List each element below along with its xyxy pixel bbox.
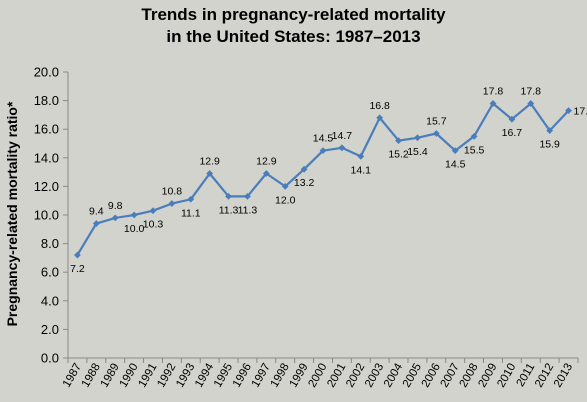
x-tick-label: 1993 bbox=[174, 362, 197, 390]
data-point bbox=[451, 147, 459, 155]
x-tick-label: 2000 bbox=[306, 362, 329, 390]
data-point bbox=[300, 165, 308, 173]
x-tick-label: 1996 bbox=[231, 362, 254, 390]
data-point bbox=[508, 115, 516, 123]
x-tick-label: 2012 bbox=[533, 362, 556, 390]
data-label: 13.2 bbox=[294, 177, 315, 189]
y-tick-label: 18.0 bbox=[34, 93, 59, 108]
x-tick-label: 2003 bbox=[363, 362, 386, 390]
y-tick-label: 20.0 bbox=[34, 65, 59, 80]
data-point bbox=[527, 100, 535, 107]
data-label: 10.0 bbox=[124, 223, 145, 235]
y-tick-label: 6.0 bbox=[41, 265, 59, 280]
data-point bbox=[489, 100, 497, 107]
data-label: 9.8 bbox=[108, 200, 123, 212]
data-point bbox=[376, 114, 384, 122]
chart-title-line1: Trends in pregnancy-related mortality bbox=[141, 5, 446, 24]
data-point bbox=[187, 195, 195, 203]
data-label: 10.8 bbox=[162, 186, 183, 198]
y-tick-label: 14.0 bbox=[34, 150, 59, 165]
chart-title-line2: in the United States: 1987–2013 bbox=[166, 27, 421, 46]
data-label: 16.8 bbox=[369, 100, 390, 112]
y-tick-label: 12.0 bbox=[34, 179, 59, 194]
data-label: 17.8 bbox=[521, 85, 542, 97]
data-point bbox=[149, 207, 157, 215]
data-label: 12.9 bbox=[199, 156, 220, 168]
data-point bbox=[206, 170, 214, 177]
data-label: 10.3 bbox=[143, 219, 164, 231]
y-tick-label: 16.0 bbox=[34, 122, 59, 137]
x-tick-label: 2009 bbox=[476, 362, 499, 390]
data-label: 15.7 bbox=[426, 115, 447, 127]
data-point bbox=[414, 134, 421, 142]
data-point bbox=[262, 170, 270, 177]
data-label: 7.2 bbox=[70, 263, 85, 275]
data-point bbox=[281, 183, 289, 190]
y-axis-label: Pregnancy-related mortality ratio* bbox=[4, 101, 20, 326]
x-tick-label: 1991 bbox=[136, 362, 159, 390]
data-point bbox=[111, 214, 119, 222]
data-label: 12.9 bbox=[256, 156, 277, 168]
x-tick-label: 2002 bbox=[344, 362, 367, 390]
y-tick-label: 2.0 bbox=[41, 322, 59, 337]
data-label: 15.4 bbox=[407, 146, 428, 158]
data-point bbox=[168, 200, 176, 207]
x-tick-label: 1988 bbox=[80, 362, 103, 390]
data-point bbox=[432, 130, 440, 137]
data-label: 11.3 bbox=[238, 204, 258, 216]
data-label: 14.5 bbox=[313, 133, 334, 145]
x-tick-label: 2007 bbox=[439, 362, 462, 390]
data-point bbox=[130, 211, 138, 219]
x-tick-label: 1997 bbox=[250, 362, 273, 390]
series-line bbox=[76, 102, 570, 256]
y-tick-label: 4.0 bbox=[41, 293, 59, 308]
data-label: 11.3 bbox=[219, 204, 239, 216]
data-point bbox=[357, 152, 365, 160]
y-tick-label: 10.0 bbox=[34, 208, 59, 223]
data-label: 16.7 bbox=[502, 127, 523, 139]
x-tick-label: 2013 bbox=[552, 362, 575, 390]
data-label: 9.4 bbox=[89, 206, 104, 218]
data-point bbox=[244, 193, 251, 200]
data-label: 12.0 bbox=[275, 194, 296, 206]
y-tick-label: 8.0 bbox=[41, 236, 59, 251]
data-point bbox=[74, 251, 81, 259]
data-label: 15.2 bbox=[388, 149, 409, 161]
x-tick-label: 2001 bbox=[325, 362, 348, 390]
x-tick-label: 1990 bbox=[118, 362, 141, 390]
x-tick-label: 2006 bbox=[420, 362, 443, 390]
x-tick-label: 1989 bbox=[99, 362, 122, 390]
data-point bbox=[338, 144, 346, 152]
data-label: 15.5 bbox=[464, 144, 485, 156]
data-point bbox=[92, 220, 100, 227]
data-label: 14.7 bbox=[332, 130, 353, 142]
data-point bbox=[395, 137, 402, 145]
data-point bbox=[225, 193, 232, 200]
data-point bbox=[546, 127, 554, 135]
data-label: 17.8 bbox=[483, 85, 504, 97]
data-label: 14.5 bbox=[445, 159, 466, 171]
x-tick-label: 1998 bbox=[269, 362, 292, 390]
data-label: 15.9 bbox=[539, 139, 560, 151]
x-tick-label: 1992 bbox=[155, 362, 178, 390]
x-tick-label: 2008 bbox=[458, 362, 481, 390]
x-tick-label: 1999 bbox=[288, 362, 311, 390]
data-point bbox=[319, 147, 327, 155]
x-tick-label: 2005 bbox=[401, 362, 424, 390]
x-tick-label: 2010 bbox=[495, 362, 518, 390]
y-tick-label: 0.0 bbox=[41, 351, 59, 366]
data-label: 14.1 bbox=[351, 164, 372, 176]
data-label: 17.3 bbox=[574, 106, 587, 118]
x-tick-label: 1987 bbox=[61, 362, 84, 390]
data-point bbox=[565, 107, 572, 115]
x-tick-label: 1995 bbox=[212, 362, 235, 390]
data-label: 11.1 bbox=[181, 207, 201, 219]
data-point bbox=[470, 132, 478, 140]
